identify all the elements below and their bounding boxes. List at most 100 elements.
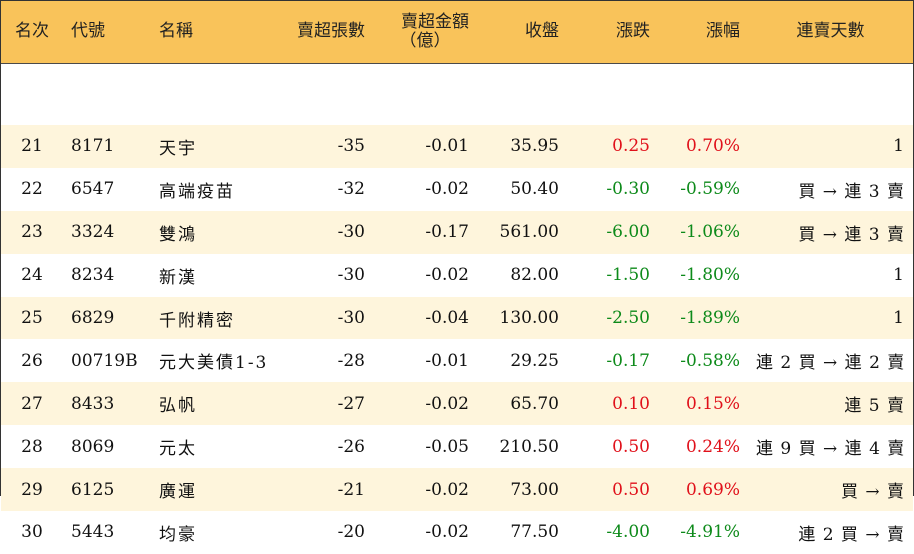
col-header-net-sell-amount: 賣超金額 （億） — [373, 1, 477, 63]
cell-close: 73.00 — [510, 479, 559, 500]
cell-code: 6829 — [71, 308, 115, 328]
cell-net-sell-lots: -20 — [337, 522, 365, 543]
table-row: 30 5443 均豪 -20 -0.02 77.50 -4.00 -4.91% 連 2 買 → … — [1, 511, 913, 554]
cell-name: 元太 — [159, 439, 197, 460]
cell-net-sell-amount: -0.02 — [425, 393, 469, 414]
table-row: 26 00719B 元大美債1-3 -28 -0.01 29.25 -0.17 -0.58% 連… — [1, 339, 913, 383]
cell-streak: 1 — [893, 136, 905, 157]
cell-change: -4.00 — [606, 522, 650, 543]
cell-streak: 連 2 買 → 賣 — [798, 524, 905, 545]
cell-close: 210.50 — [499, 436, 559, 457]
table-row: 25 6829 千附精密 -30 -0.04 130.00 -2.50 -1.89% 1 — [1, 296, 913, 340]
cell-code: 8234 — [71, 265, 115, 286]
table-header: 名次 代號 名稱 賣超張數 賣超金額 （億） 收盤 漲跌 漲幅 連賣天數 — [1, 1, 913, 125]
cell-close: 77.50 — [510, 522, 559, 543]
cell-rank: 25 — [21, 308, 43, 328]
cell-change: 0.50 — [612, 436, 650, 457]
net-sell-amount-label: 賣超金額 — [401, 11, 469, 32]
cell-name: 雙鴻 — [159, 224, 197, 245]
cell-name: 元大美債1-3 — [159, 353, 269, 374]
table-row: 27 8433 弘帆 -27 -0.02 65.70 0.10 0.15% 連 5 賣 — [1, 382, 913, 426]
cell-change-pct: 0.69% — [685, 479, 740, 500]
cell-change: -6.00 — [606, 222, 650, 243]
header-divider — [1, 62, 913, 125]
cell-net-sell-amount: -0.02 — [425, 265, 469, 286]
cell-net-sell-amount: -0.01 — [425, 350, 469, 371]
table-row: 28 8069 元太 -26 -0.05 210.50 0.50 0.24% 連 9 買 → 連… — [1, 425, 913, 469]
col-header-change-pct: 漲幅 — [706, 21, 740, 42]
cell-name: 千附精密 — [159, 310, 235, 331]
cell-close: 130.00 — [499, 308, 559, 328]
cell-streak: 連 9 買 → 連 4 賣 — [756, 439, 906, 460]
cell-change: -0.30 — [606, 179, 650, 200]
cell-rank: 22 — [21, 179, 43, 200]
cell-change: -1.50 — [606, 265, 650, 286]
cell-change-pct: 0.15% — [685, 393, 740, 414]
cell-change: -0.17 — [606, 350, 650, 371]
table-row: 29 6125 廣運 -21 -0.02 73.00 0.50 0.69% 買 → 賣 — [1, 468, 913, 512]
cell-net-sell-lots: -26 — [337, 436, 365, 457]
cell-code: 6125 — [71, 479, 115, 500]
cell-net-sell-amount: -0.02 — [425, 479, 469, 500]
cell-name: 天宇 — [159, 138, 197, 159]
cell-net-sell-lots: -30 — [337, 308, 365, 328]
table-row: 22 6547 高端疫苗 -32 -0.02 50.40 -0.30 -0.59% 買 → 連 … — [1, 167, 913, 211]
cell-rank: 29 — [21, 479, 43, 500]
cell-net-sell-lots: -21 — [337, 479, 365, 500]
cell-name: 廣運 — [159, 482, 197, 503]
cell-code: 8069 — [71, 436, 115, 457]
cell-name: 新漢 — [159, 267, 197, 288]
cell-close: 561.00 — [499, 222, 559, 243]
cell-change: 0.25 — [612, 136, 650, 157]
cell-change-pct: -0.58% — [680, 350, 740, 371]
cell-rank: 28 — [21, 436, 43, 457]
cell-change-pct: -1.80% — [680, 265, 740, 286]
cell-rank: 24 — [21, 265, 43, 286]
cell-net-sell-amount: -0.17 — [425, 222, 469, 243]
cell-net-sell-amount: -0.01 — [425, 136, 469, 157]
cell-change: 0.10 — [612, 393, 650, 414]
cell-streak: 連 2 買 → 連 2 賣 — [756, 353, 906, 374]
cell-streak: 1 — [893, 308, 905, 328]
table-body: 21 8171 天宇 -35 -0.01 35.95 0.25 0.70% 1 22 6547 高端疫… — [1, 125, 913, 554]
cell-change-pct: -1.06% — [680, 222, 740, 243]
cell-streak: 買 → 賣 — [840, 482, 905, 503]
cell-net-sell-lots: -35 — [337, 136, 365, 157]
cell-name: 均豪 — [159, 524, 197, 545]
cell-change-pct: 0.70% — [685, 136, 740, 157]
cell-change: -2.50 — [606, 308, 650, 328]
cell-close: 35.95 — [510, 136, 559, 157]
cell-streak: 買 → 連 3 賣 — [798, 181, 905, 202]
cell-code: 5443 — [71, 522, 115, 543]
cell-rank: 26 — [21, 350, 43, 371]
net-sell-amount-unit: （億） — [399, 30, 451, 51]
cell-net-sell-lots: -32 — [337, 179, 365, 200]
cell-streak: 連 5 賣 — [844, 396, 905, 417]
cell-code: 8171 — [71, 136, 115, 157]
cell-net-sell-amount: -0.04 — [425, 308, 469, 328]
cell-rank: 27 — [21, 393, 43, 414]
cell-name: 高端疫苗 — [159, 181, 235, 202]
col-header-close: 收盤 — [525, 21, 559, 42]
cell-rank: 30 — [21, 522, 43, 543]
cell-net-sell-lots: -30 — [337, 265, 365, 286]
col-header-net-sell-lots: 賣超張數 — [297, 21, 365, 42]
cell-net-sell-lots: -30 — [337, 222, 365, 243]
cell-change-pct: -0.59% — [680, 179, 740, 200]
table-row: 21 8171 天宇 -35 -0.01 35.95 0.25 0.70% 1 — [1, 125, 913, 168]
cell-change: 0.50 — [612, 479, 650, 500]
cell-code: 3324 — [71, 222, 115, 243]
cell-close: 29.25 — [510, 350, 559, 371]
col-header-code: 代號 — [71, 21, 105, 42]
cell-code: 00719B — [71, 350, 138, 371]
cell-change-pct: -1.89% — [680, 308, 740, 328]
cell-net-sell-lots: -27 — [337, 393, 365, 414]
cell-net-sell-amount: -0.05 — [425, 436, 469, 457]
col-header-change: 漲跌 — [616, 21, 650, 42]
cell-rank: 23 — [21, 222, 43, 243]
table-row: 24 8234 新漢 -30 -0.02 82.00 -1.50 -1.80% 1 — [1, 253, 913, 297]
cell-streak: 買 → 連 3 賣 — [798, 224, 905, 245]
cell-rank: 21 — [21, 136, 43, 157]
